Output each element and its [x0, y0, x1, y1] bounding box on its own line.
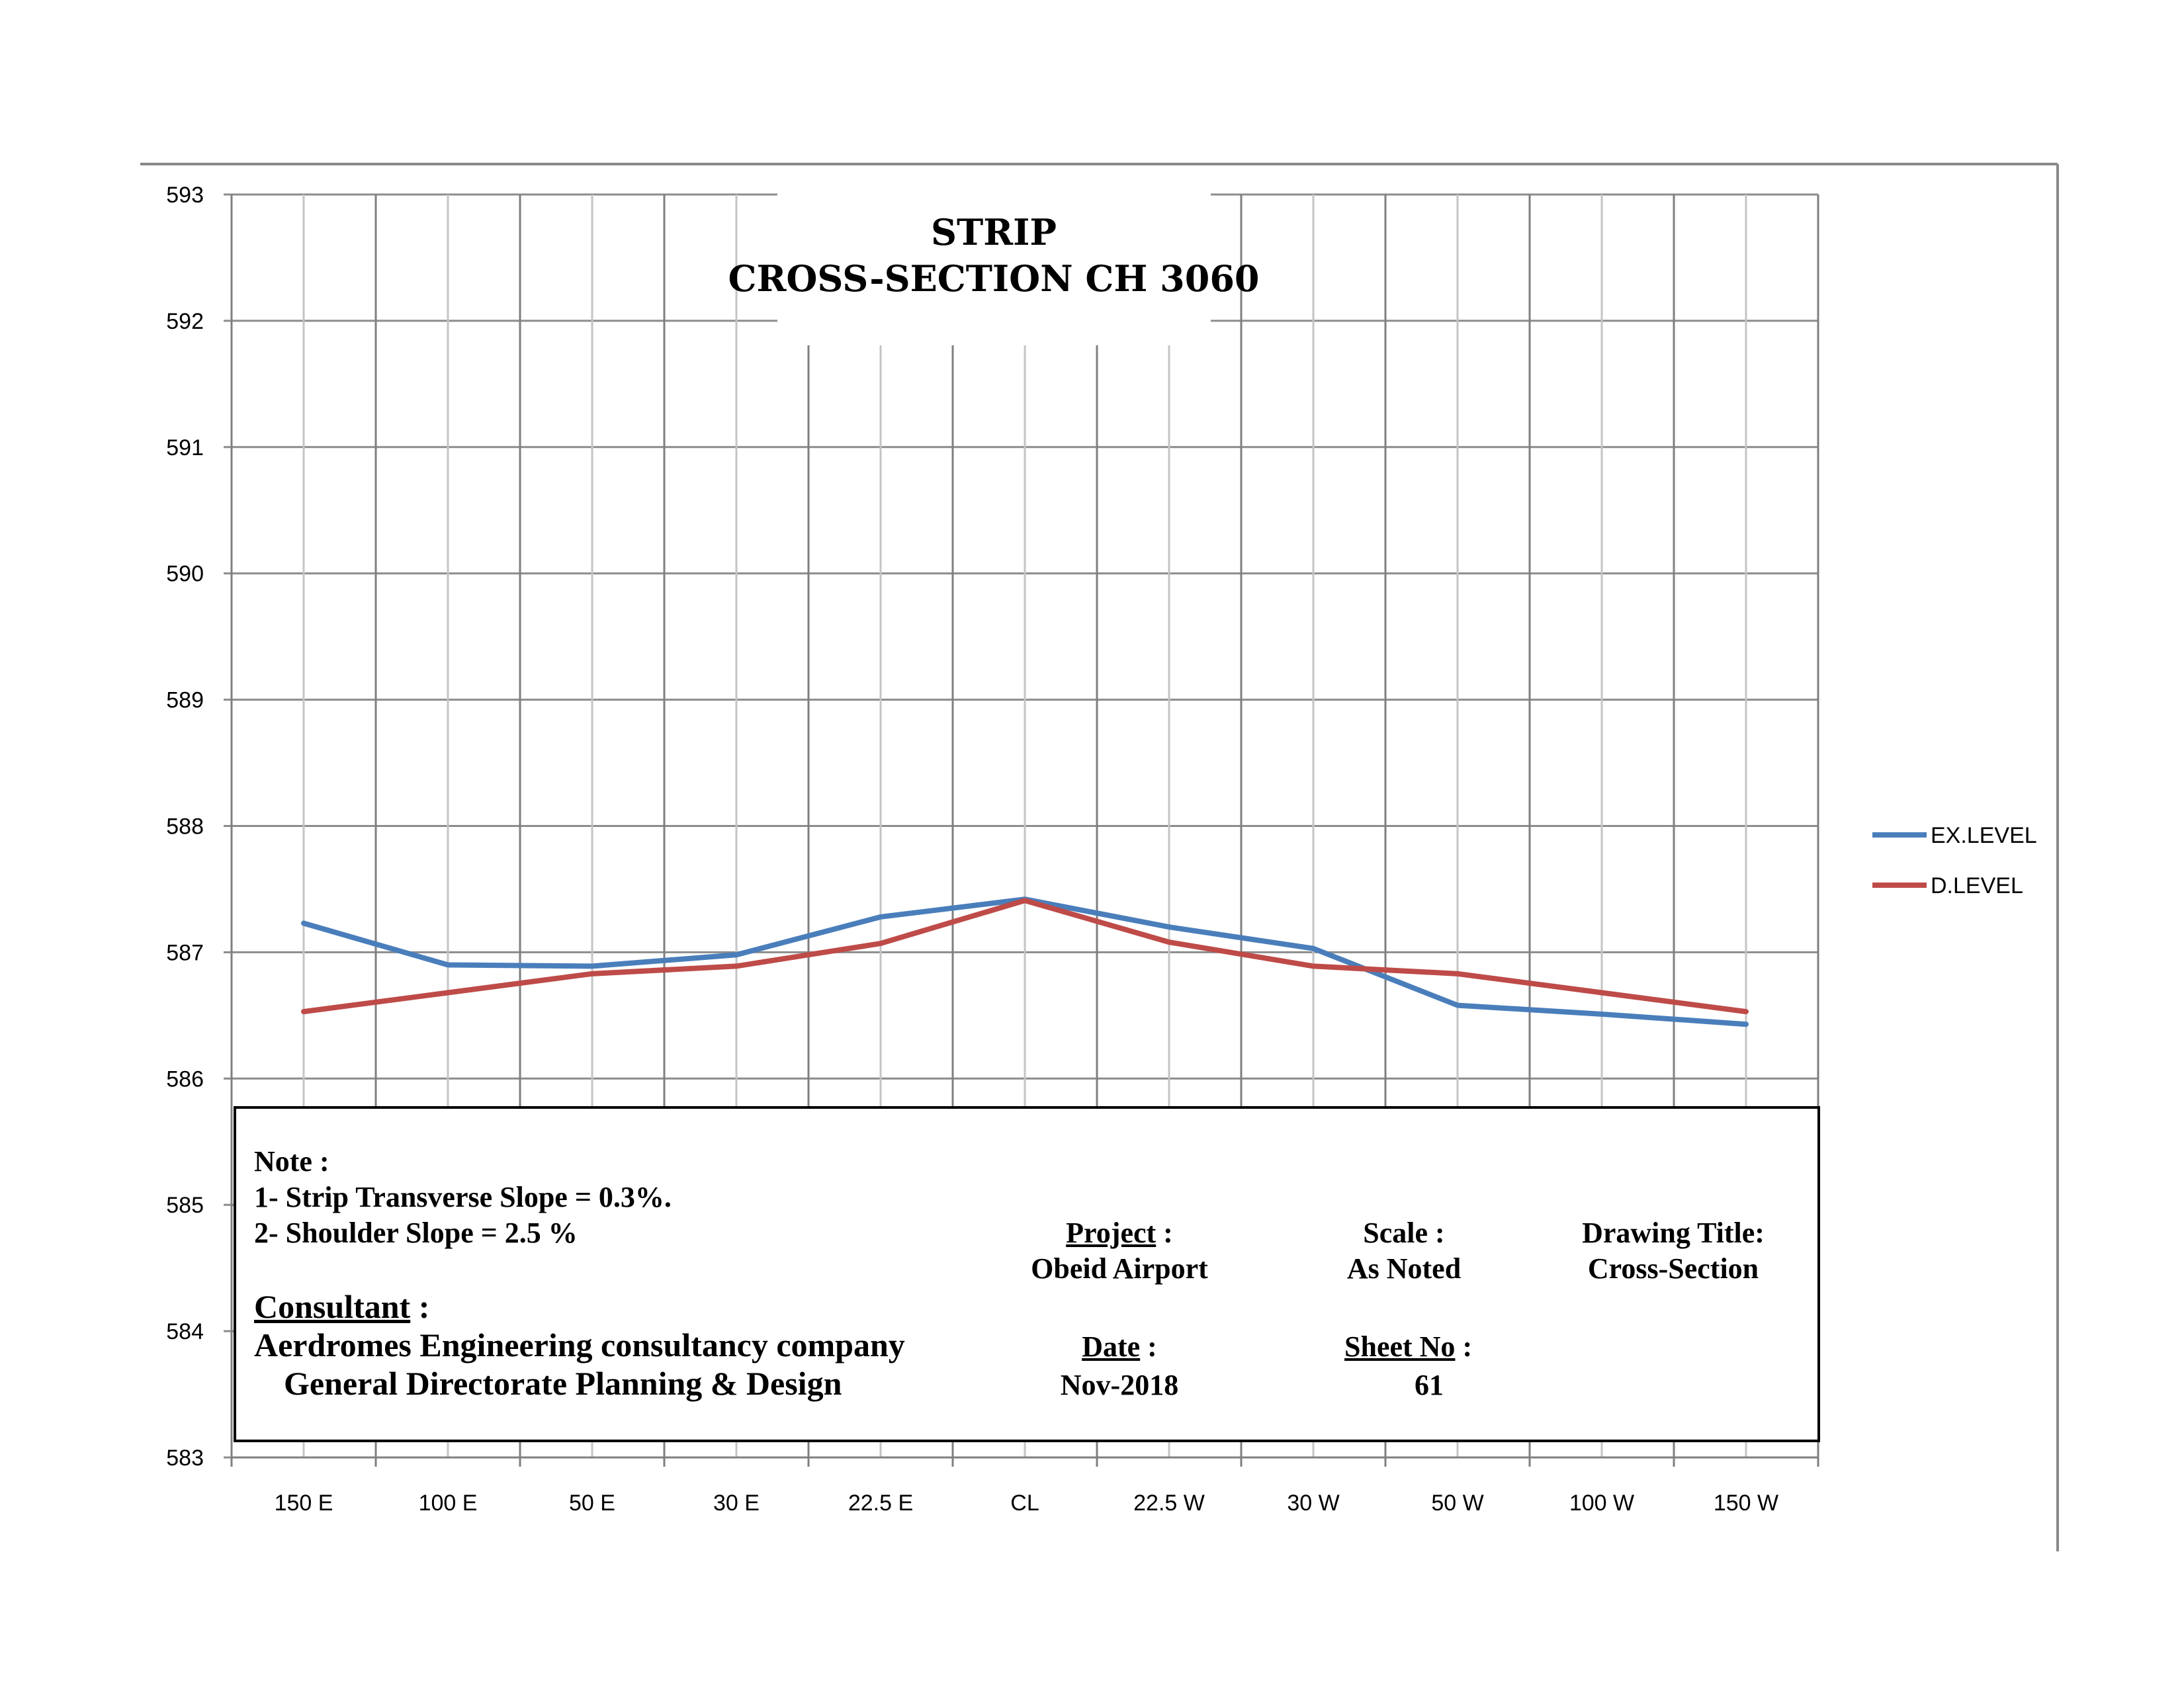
y-tick-label: 587: [166, 940, 204, 965]
y-tick-label: 593: [166, 183, 204, 208]
chart-legend: EX.LEVEL D.LEVEL: [1872, 823, 2037, 898]
project-colon: :: [1156, 1217, 1173, 1249]
date-heading: Date :: [1082, 1330, 1157, 1363]
consultant-line-1: Aerdromes Engineering consultancy compan…: [254, 1326, 905, 1363]
y-tick-label: 583: [166, 1446, 204, 1471]
y-axis-tick-labels: 593 592 591 590 589 588 587 586 585 584 583: [166, 183, 204, 1471]
drawing-title-value: Cross-Section: [1587, 1252, 1759, 1285]
y-tick-label: 589: [166, 688, 204, 713]
note-strip-slope: 1- Strip Transverse Slope = 0.3%.: [254, 1181, 672, 1213]
y-tick-label: 584: [166, 1319, 204, 1344]
series-line-d-level: [301, 898, 1749, 1015]
consultant-line-2: General Directorate Planning & Design: [284, 1365, 842, 1402]
sheet-value: 61: [1415, 1369, 1444, 1401]
x-tick-label: 50 W: [1431, 1491, 1483, 1516]
chart-title: STRIP: [931, 211, 1057, 253]
y-tick-label: 588: [166, 814, 204, 840]
date-value: Nov-2018: [1060, 1369, 1179, 1401]
sheet-heading: Sheet No :: [1344, 1330, 1472, 1363]
date-label: Date: [1082, 1330, 1141, 1363]
y-tick-label: 586: [166, 1066, 204, 1092]
x-tick-label: CL: [1010, 1491, 1039, 1516]
drawing-title-label: Drawing Title:: [1582, 1217, 1765, 1249]
sheet-colon: :: [1455, 1330, 1473, 1363]
y-tick-label: 590: [166, 562, 204, 587]
scale-value: As Noted: [1346, 1252, 1462, 1285]
x-tick-label: 150 W: [1714, 1491, 1778, 1516]
x-tick-label: 150 E: [275, 1491, 333, 1516]
x-tick-label: 30 E: [713, 1491, 760, 1516]
x-tick-label: 100 E: [419, 1491, 478, 1516]
note-label: Note :: [254, 1145, 329, 1178]
scale-label: Scale :: [1363, 1217, 1445, 1249]
chart-series-lines: [301, 896, 1749, 1027]
x-axis-tick-labels: 150 E 100 E 50 E 30 E 22.5 E CL 22.5 W 30 W 50 W…: [275, 1491, 1779, 1516]
project-value: Obeid Airport: [1031, 1252, 1208, 1285]
y-tick-label: 591: [166, 435, 204, 460]
legend-label-d-level: D.LEVEL: [1931, 873, 2023, 898]
consultant-label: Consultant: [254, 1288, 411, 1325]
chart-subtitle: CROSS-SECTION CH 3060: [728, 257, 1260, 300]
consultant-colon: :: [410, 1288, 430, 1325]
project-label: Project: [1066, 1217, 1157, 1249]
x-tick-label: 100 W: [1569, 1491, 1634, 1516]
x-tick-label: 22.5 E: [848, 1491, 913, 1516]
x-tick-label: 30 W: [1287, 1491, 1339, 1516]
x-tick-label: 50 E: [569, 1491, 615, 1516]
y-tick-label: 585: [166, 1193, 204, 1218]
date-colon: :: [1140, 1330, 1157, 1363]
note-shoulder-slope: 2- Shoulder Slope = 2.5 %: [254, 1217, 578, 1249]
chart-axes: [224, 193, 1819, 1467]
title-block: Note : 1- Strip Transverse Slope = 0.3%.…: [234, 1106, 1820, 1442]
y-tick-label: 592: [166, 309, 204, 334]
project-heading: Project :: [1066, 1216, 1173, 1250]
x-tick-label: 22.5 W: [1133, 1491, 1205, 1516]
sheet-label: Sheet No: [1344, 1330, 1456, 1363]
legend-label-ex-level: EX.LEVEL: [1931, 823, 2037, 848]
chart-title-box: [777, 193, 1211, 345]
consultant-heading: Consultant :: [254, 1287, 429, 1326]
